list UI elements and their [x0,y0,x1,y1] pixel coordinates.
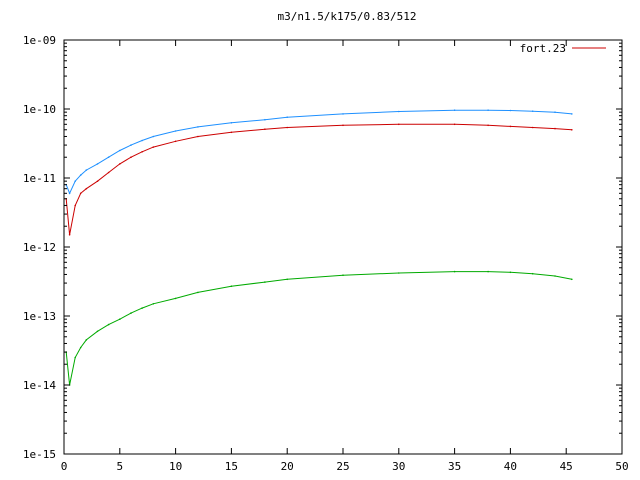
legend: fort.23 [520,42,606,55]
data-point-s1-8 [130,144,132,146]
data-point-s2-11 [174,297,177,300]
data-point-s1-9 [141,139,143,142]
chart-title: m3/n1.5/k175/0.83/512 [277,10,416,23]
data-point-s1-10 [152,135,155,138]
x-tick-label: 35 [448,460,461,473]
data-point-s0-6 [107,171,110,174]
x-tick-label: 0 [61,460,68,473]
y-tick-label: 1e-13 [23,310,56,323]
x-tick-label: 10 [169,460,182,473]
data-point-s2-23 [571,278,573,281]
axes-layer: 0 5 10 15 20 25 30 35 40 45 50 1e-15 1e-14 1e-13 1e-12… [23,34,629,473]
data-point-s2-16 [342,274,344,277]
data-point-s0-16 [342,124,344,127]
data-point-s0-2 [74,204,76,207]
data-point-s1-23 [571,113,573,115]
x-tick-label: 50 [615,460,628,473]
y-tick-label: 1e-11 [23,172,56,185]
data-point-s1-4 [85,169,88,171]
data-point-s0-23 [571,129,573,131]
data-point-s0-9 [141,151,143,153]
data-point-s2-15 [286,278,289,281]
data-point-s2-12 [197,291,199,294]
x-tick-label: 5 [116,460,123,473]
data-point-s1-20 [509,109,512,112]
data-point-s2-19 [487,270,489,273]
data-point-s1-7 [119,149,121,152]
data-point-s0-8 [130,156,132,158]
data-point-s2-17 [398,272,400,274]
data-point-s1-1 [68,192,71,195]
data-point-s1-14 [264,118,266,121]
data-point-s1-17 [398,110,400,113]
series-layer [65,109,573,386]
data-point-s0-1 [68,234,71,236]
data-point-s0-20 [509,125,512,128]
data-point-s1-21 [531,110,534,112]
data-point-s2-10 [152,303,155,305]
data-point-s1-15 [286,116,289,118]
data-point-s2-13 [230,285,233,288]
data-point-s1-13 [230,122,233,124]
y-tick-label: 1e-14 [23,379,56,392]
data-point-s0-21 [531,126,534,129]
plot-frame [63,39,623,455]
data-point-s1-16 [342,113,344,115]
data-point-s0-10 [152,146,155,148]
data-point-s1-22 [554,111,556,113]
series-line-0 [65,123,572,235]
data-point-s0-22 [554,127,556,130]
data-point-s0-4 [85,187,88,190]
data-point-s2-5 [96,330,99,333]
data-point-s1-11 [174,130,177,132]
data-point-s0-13 [230,131,233,134]
data-point-s0-17 [398,123,400,126]
x-tick-label: 30 [392,460,405,473]
x-tick-label: 40 [504,460,517,473]
data-point-s1-5 [96,163,99,165]
data-point-s2-3 [79,346,82,349]
data-point-s0-12 [197,135,199,138]
data-point-s2-18 [453,270,456,273]
data-point-s2-8 [130,312,132,314]
data-point-s0-18 [453,123,456,126]
data-point-s0-5 [96,180,99,182]
y-tick-label: 1e-15 [23,448,56,461]
data-point-s2-14 [264,281,266,283]
data-point-s2-21 [531,272,534,275]
data-point-s0-11 [174,140,177,143]
x-tick-label: 15 [225,460,238,473]
data-point-s1-6 [107,156,110,158]
data-point-s0-15 [286,126,289,129]
data-point-s0-19 [487,124,489,127]
data-point-s2-4 [85,339,88,341]
data-point-s0-7 [119,163,121,165]
data-point-s2-7 [119,318,121,321]
data-point-s1-19 [487,109,489,111]
x-tick-label: 45 [560,460,573,473]
data-point-s2-6 [107,323,110,326]
data-point-s1-3 [79,174,82,176]
x-tick-label: 20 [281,460,294,473]
data-point-s2-9 [141,307,143,309]
data-point-s0-3 [79,192,82,195]
series-line-2 [65,271,572,386]
y-tick-label: 1e-12 [23,241,56,254]
data-point-s1-12 [197,126,199,128]
data-point-s1-2 [74,180,76,182]
y-tick-label: 1e-10 [23,103,56,116]
data-point-s2-20 [509,271,512,274]
legend-label-fort-23: fort.23 [520,42,566,55]
data-point-s1-18 [453,109,456,111]
y-tick-label: 1e-09 [23,34,56,47]
series-line-1 [65,109,572,195]
data-point-s2-2 [74,356,76,359]
data-point-s0-14 [264,128,266,130]
x-tick-label: 25 [336,460,349,473]
data-point-s2-22 [554,275,556,277]
